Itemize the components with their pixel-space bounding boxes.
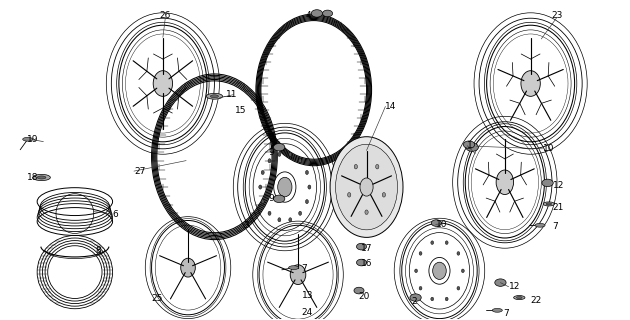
Ellipse shape	[273, 143, 285, 151]
Ellipse shape	[259, 185, 262, 189]
Text: 9: 9	[268, 194, 274, 203]
Ellipse shape	[419, 252, 422, 255]
Ellipse shape	[457, 286, 460, 290]
Ellipse shape	[323, 10, 333, 17]
Ellipse shape	[496, 170, 513, 195]
Text: 2: 2	[411, 297, 417, 306]
Ellipse shape	[261, 200, 264, 204]
Ellipse shape	[546, 203, 552, 205]
Ellipse shape	[535, 223, 545, 227]
Ellipse shape	[306, 200, 309, 204]
Text: 25: 25	[151, 294, 163, 303]
Ellipse shape	[23, 137, 33, 141]
Ellipse shape	[457, 252, 460, 255]
Text: 16: 16	[361, 259, 372, 268]
Text: 14: 14	[386, 102, 397, 111]
Ellipse shape	[463, 141, 474, 148]
Text: 15: 15	[234, 106, 246, 115]
Ellipse shape	[419, 286, 422, 290]
Ellipse shape	[432, 220, 442, 226]
Ellipse shape	[354, 287, 364, 294]
Ellipse shape	[517, 297, 522, 299]
Ellipse shape	[543, 202, 554, 206]
Ellipse shape	[37, 176, 46, 179]
Ellipse shape	[354, 164, 357, 169]
Text: 18: 18	[27, 173, 38, 182]
Ellipse shape	[357, 259, 367, 266]
Ellipse shape	[461, 269, 464, 273]
Ellipse shape	[336, 144, 398, 230]
Ellipse shape	[357, 243, 367, 250]
Text: 4: 4	[306, 11, 311, 20]
Ellipse shape	[273, 195, 285, 203]
Ellipse shape	[492, 308, 502, 312]
Ellipse shape	[521, 71, 541, 96]
Text: 10: 10	[542, 144, 554, 153]
Ellipse shape	[382, 193, 386, 197]
Ellipse shape	[299, 211, 302, 215]
Ellipse shape	[431, 297, 433, 301]
Text: 13: 13	[302, 291, 313, 300]
Ellipse shape	[289, 218, 292, 222]
Ellipse shape	[330, 137, 403, 237]
Ellipse shape	[445, 297, 448, 301]
Text: 11: 11	[226, 90, 238, 99]
Ellipse shape	[278, 218, 281, 222]
Ellipse shape	[513, 296, 525, 300]
Ellipse shape	[433, 262, 446, 279]
Text: 21: 21	[553, 203, 564, 212]
Ellipse shape	[206, 93, 222, 99]
Text: 19: 19	[27, 135, 38, 144]
Text: 7: 7	[553, 222, 558, 231]
Ellipse shape	[410, 294, 421, 301]
Text: 27: 27	[134, 167, 146, 176]
Ellipse shape	[268, 159, 271, 163]
Ellipse shape	[466, 143, 478, 151]
Ellipse shape	[542, 179, 553, 187]
Ellipse shape	[153, 71, 173, 96]
Text: 22: 22	[530, 296, 541, 305]
Text: 17: 17	[361, 244, 372, 253]
Ellipse shape	[360, 178, 373, 196]
Ellipse shape	[33, 174, 50, 180]
Text: 20: 20	[358, 292, 370, 301]
Ellipse shape	[431, 241, 433, 244]
Text: 8: 8	[95, 246, 101, 255]
Ellipse shape	[289, 266, 299, 269]
Ellipse shape	[306, 171, 309, 174]
Text: 26: 26	[159, 11, 171, 20]
Ellipse shape	[365, 210, 368, 214]
Text: 24: 24	[302, 308, 313, 317]
Ellipse shape	[268, 211, 271, 215]
Ellipse shape	[278, 152, 281, 156]
Ellipse shape	[299, 159, 302, 163]
Ellipse shape	[348, 193, 351, 197]
Ellipse shape	[445, 241, 448, 244]
Ellipse shape	[495, 279, 506, 286]
Ellipse shape	[375, 164, 379, 169]
Ellipse shape	[181, 258, 195, 277]
Text: 10: 10	[436, 220, 447, 229]
Text: 9: 9	[268, 148, 274, 156]
Ellipse shape	[290, 265, 306, 284]
Text: 6: 6	[113, 210, 118, 219]
Ellipse shape	[261, 171, 264, 174]
Text: 12: 12	[508, 282, 520, 291]
Ellipse shape	[311, 10, 323, 17]
Text: 3: 3	[243, 221, 249, 230]
Text: 7: 7	[301, 264, 307, 273]
Text: 7: 7	[503, 309, 509, 318]
Text: 12: 12	[553, 181, 564, 190]
Ellipse shape	[278, 177, 292, 197]
Ellipse shape	[210, 95, 219, 98]
Ellipse shape	[308, 185, 311, 189]
Ellipse shape	[415, 269, 418, 273]
Text: 1: 1	[467, 141, 473, 150]
Text: 23: 23	[551, 11, 563, 20]
Ellipse shape	[289, 152, 292, 156]
